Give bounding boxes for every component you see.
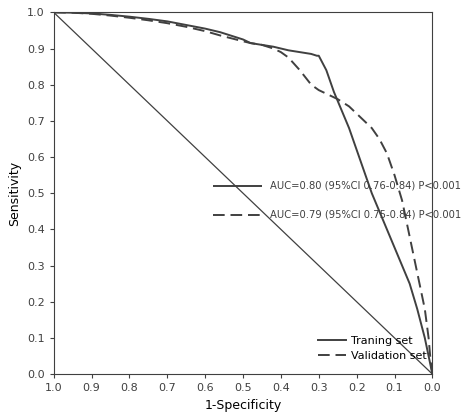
X-axis label: 1-Specificity: 1-Specificity — [204, 399, 282, 412]
Text: AUC=0.80 (95%CI 0.76-0.84) P<0.001: AUC=0.80 (95%CI 0.76-0.84) P<0.001 — [270, 181, 461, 191]
Legend: Traning set, Validation set: Traning set, Validation set — [318, 336, 427, 361]
Y-axis label: Sensitivity: Sensitivity — [9, 160, 21, 226]
Text: AUC=0.79 (95%CI 0.75-0.84) P<0.001: AUC=0.79 (95%CI 0.75-0.84) P<0.001 — [270, 210, 461, 220]
